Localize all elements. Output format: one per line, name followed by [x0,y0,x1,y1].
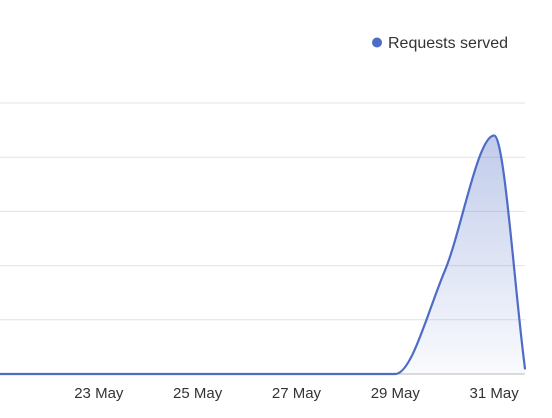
series-area-layer [0,135,525,374]
x-tick-label: 27 May [272,385,322,402]
x-tick-label: 31 May [470,385,520,402]
x-tick-label: 29 May [371,385,421,402]
legend-label: Requests served [388,35,508,52]
x-tick-label: 25 May [173,385,223,402]
series-line [0,134,527,376]
legend-marker [372,37,382,48]
x-tick-label: 23 May [74,385,124,402]
series-line-layer [0,134,527,376]
legend[interactable]: Requests served [372,35,508,52]
x-axis: 23 May 25 May 27 May 29 May 31 May [74,385,519,402]
legend-entry[interactable]: Requests served [372,35,508,52]
series-area [0,135,525,374]
